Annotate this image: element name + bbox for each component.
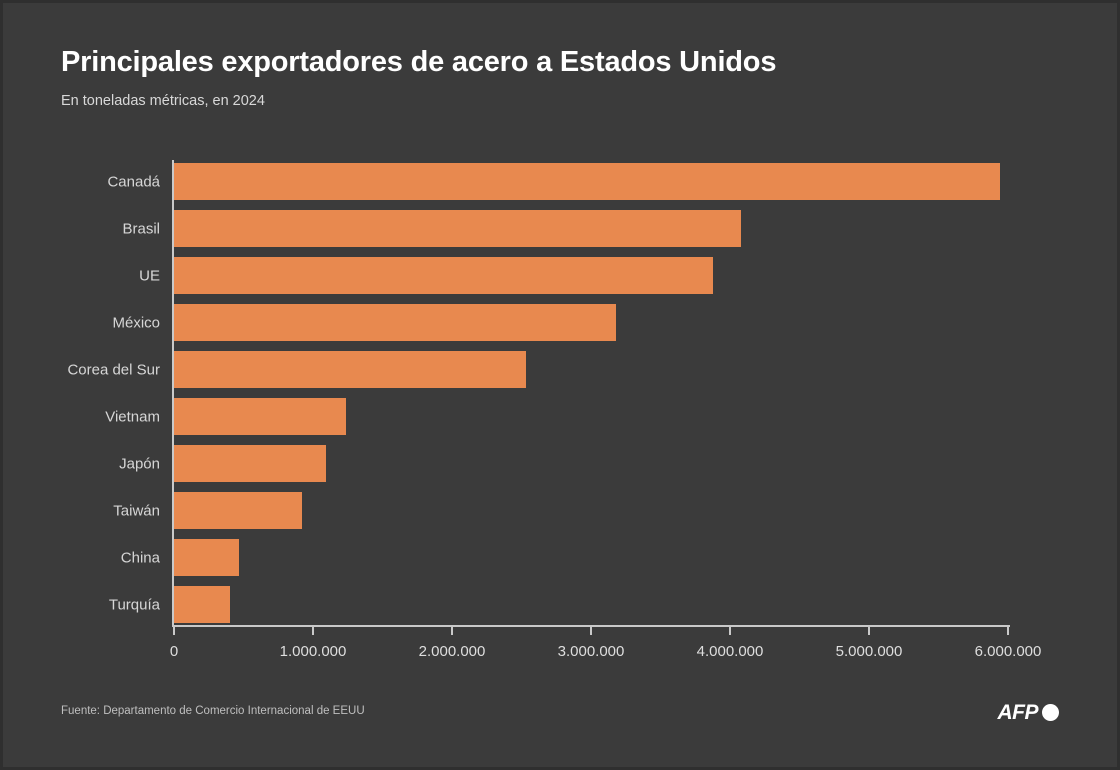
x-axis-tick-mark (1007, 627, 1009, 635)
bar (174, 210, 741, 247)
category-label: Brasil (122, 220, 160, 237)
bar-row: Corea del Sur (3, 351, 1008, 388)
chart-subtitle: En toneladas métricas, en 2024 (61, 92, 265, 109)
x-axis-tick-label: 2.000.000 (418, 643, 486, 660)
x-axis-tick-label: 0 (169, 643, 179, 660)
bar-row: UE (3, 257, 1008, 294)
source-note: Fuente: Departamento de Comercio Interna… (61, 705, 365, 717)
category-label: Turquía (108, 596, 160, 613)
bar-row: Canadá (3, 163, 1008, 200)
x-axis-tick-mark (312, 627, 314, 635)
x-axis-tick-mark (590, 627, 592, 635)
bar (174, 492, 302, 529)
x-axis-tick-mark (451, 627, 453, 635)
bar (174, 351, 526, 388)
x-axis-line (172, 625, 1010, 627)
bar-row: México (3, 304, 1008, 341)
category-label: UE (139, 267, 160, 284)
afp-wordmark: AFP (997, 701, 1039, 724)
afp-dot-icon (1042, 704, 1059, 721)
bar-row: Turquía (3, 586, 1008, 623)
bar-row: Taiwán (3, 492, 1008, 529)
x-axis-tick-mark (173, 627, 175, 635)
x-axis-tick-label: 1.000.000 (279, 643, 347, 660)
bar-row: China (3, 539, 1008, 576)
category-label: Corea del Sur (67, 361, 160, 378)
bar (174, 445, 326, 482)
plot-area: Canadá Brasil UE México Corea del Sur Vietnam… (3, 3, 1117, 767)
category-label: Japón (119, 455, 160, 472)
x-axis-tick-label: 3.000.000 (557, 643, 625, 660)
bar (174, 539, 239, 576)
chart-header: Principales exportadores de acero a Esta… (61, 46, 1061, 109)
x-axis-tick-label: 5.000.000 (835, 643, 903, 660)
bar (174, 304, 616, 341)
x-axis-tick-mark (729, 627, 731, 635)
x-axis-tick-label: 6.000.000 (974, 643, 1042, 660)
page-title: Principales exportadores de acero a Esta… (61, 46, 777, 78)
bar-row: Japón (3, 445, 1008, 482)
bar-row: Vietnam (3, 398, 1008, 435)
category-label: México (112, 314, 160, 331)
bar-row: Brasil (3, 210, 1008, 247)
y-axis-line (172, 160, 174, 625)
category-label: China (120, 549, 160, 566)
afp-logo: AFP (997, 701, 1059, 724)
bar (174, 586, 230, 623)
x-axis-tick-label: 4.000.000 (696, 643, 764, 660)
category-label: Taiwán (113, 502, 160, 519)
category-label: Vietnam (105, 408, 160, 425)
bar (174, 163, 1000, 200)
bar (174, 257, 713, 294)
bar (174, 398, 346, 435)
x-axis-tick-mark (868, 627, 870, 635)
category-label: Canadá (107, 173, 160, 190)
